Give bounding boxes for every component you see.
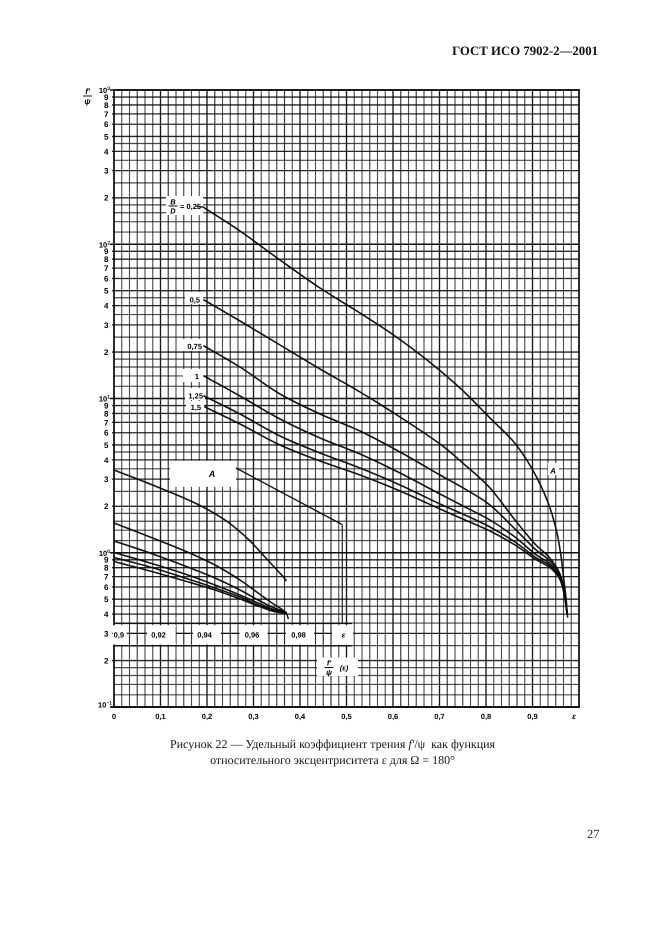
svg-text:7: 7 bbox=[104, 418, 109, 427]
svg-text:1,5: 1,5 bbox=[191, 403, 201, 412]
svg-text:0,4: 0,4 bbox=[295, 712, 306, 721]
svg-text:0,5: 0,5 bbox=[341, 712, 351, 721]
svg-text:A: A bbox=[549, 467, 556, 476]
svg-text:103: 103 bbox=[99, 86, 110, 95]
svg-text:6: 6 bbox=[104, 429, 109, 438]
svg-text:0,98: 0,98 bbox=[291, 631, 306, 640]
svg-text:0,75: 0,75 bbox=[187, 342, 202, 351]
svg-text:0,92: 0,92 bbox=[151, 631, 166, 640]
svg-text:6: 6 bbox=[104, 274, 109, 283]
svg-text:3: 3 bbox=[104, 629, 109, 638]
svg-text:2: 2 bbox=[104, 194, 109, 203]
svg-text:7: 7 bbox=[104, 264, 109, 273]
svg-text:5: 5 bbox=[104, 595, 109, 604]
svg-text:ε: ε bbox=[572, 712, 576, 721]
svg-text:7: 7 bbox=[104, 110, 109, 119]
svg-text:9: 9 bbox=[104, 556, 109, 565]
svg-text:2: 2 bbox=[104, 656, 109, 665]
svg-text:0,9: 0,9 bbox=[527, 712, 537, 721]
svg-text:0,94: 0,94 bbox=[197, 631, 212, 640]
svg-text:3: 3 bbox=[104, 475, 109, 484]
svg-text:0,7: 0,7 bbox=[434, 712, 444, 721]
svg-text:(ε): (ε) bbox=[340, 664, 349, 673]
svg-text:0,9: 0,9 bbox=[114, 631, 124, 640]
svg-text:6: 6 bbox=[104, 120, 109, 129]
svg-text:0,8: 0,8 bbox=[481, 712, 491, 721]
svg-text:1: 1 bbox=[195, 372, 199, 381]
svg-text:0,6: 0,6 bbox=[388, 712, 398, 721]
svg-text:9: 9 bbox=[104, 93, 109, 102]
svg-text:7: 7 bbox=[104, 573, 109, 582]
svg-text:102: 102 bbox=[99, 240, 110, 249]
svg-text:101: 101 bbox=[99, 395, 110, 404]
svg-text:D: D bbox=[170, 207, 176, 216]
svg-text:2: 2 bbox=[104, 502, 109, 511]
svg-text:0,2: 0,2 bbox=[202, 712, 212, 721]
svg-text:A: A bbox=[208, 469, 216, 479]
svg-text:4: 4 bbox=[104, 302, 109, 311]
svg-text:8: 8 bbox=[104, 255, 109, 264]
svg-text:9: 9 bbox=[104, 401, 109, 410]
svg-text:0: 0 bbox=[112, 712, 116, 721]
svg-text:= 0,25: = 0,25 bbox=[180, 202, 201, 211]
svg-text:5: 5 bbox=[104, 132, 109, 141]
svg-text:4: 4 bbox=[104, 456, 109, 465]
svg-text:B: B bbox=[170, 198, 176, 207]
svg-text:8: 8 bbox=[104, 101, 109, 110]
svg-text:1,25: 1,25 bbox=[188, 392, 203, 401]
svg-text:0,96: 0,96 bbox=[245, 631, 260, 640]
svg-text:ε: ε bbox=[342, 631, 346, 640]
svg-text:5: 5 bbox=[104, 287, 109, 296]
svg-text:6: 6 bbox=[104, 583, 109, 592]
svg-text:2: 2 bbox=[104, 348, 109, 357]
svg-text:0,5: 0,5 bbox=[190, 296, 200, 305]
svg-text:3: 3 bbox=[104, 167, 109, 176]
svg-text:9: 9 bbox=[104, 247, 109, 256]
svg-text:4: 4 bbox=[104, 147, 109, 156]
svg-text:3: 3 bbox=[104, 321, 109, 330]
svg-text:8: 8 bbox=[104, 564, 109, 573]
svg-text:ψ: ψ bbox=[326, 668, 332, 677]
svg-text:100: 100 bbox=[99, 549, 110, 558]
svg-text:10−1: 10−1 bbox=[98, 701, 112, 710]
svg-text:0,3: 0,3 bbox=[248, 712, 258, 721]
svg-text:0,1: 0,1 bbox=[155, 712, 165, 721]
svg-text:f′: f′ bbox=[85, 87, 91, 96]
svg-text:ψ: ψ bbox=[84, 97, 91, 106]
svg-text:f′: f′ bbox=[327, 659, 332, 668]
svg-text:8: 8 bbox=[104, 409, 109, 418]
svg-text:4: 4 bbox=[104, 610, 109, 619]
svg-text:5: 5 bbox=[104, 441, 109, 450]
